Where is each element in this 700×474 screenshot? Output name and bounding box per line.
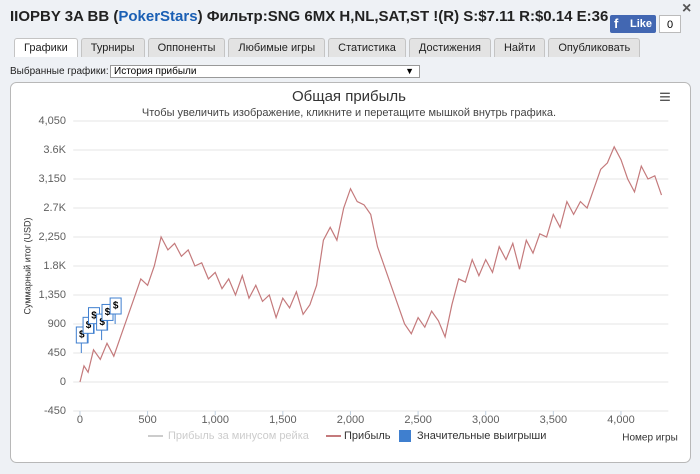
- flag-label: $: [105, 307, 111, 318]
- tab[interactable]: Достижения: [408, 38, 491, 57]
- legend-label: Прибыль: [344, 430, 391, 442]
- chart-subtitle: Чтобы увеличить изображение, кликните и …: [142, 107, 556, 119]
- selector-label: Выбранные графики:: [10, 66, 109, 77]
- y-tick-label: 4,050: [38, 115, 66, 127]
- flag-label: $: [113, 301, 119, 312]
- x-axis-title: Номер игры: [622, 433, 678, 444]
- tab-bar: Графики Турниры Оппоненты Любимые игры Стати…: [14, 38, 641, 57]
- x-tick-label: 2,000: [337, 414, 365, 426]
- like-button[interactable]: Like: [610, 15, 656, 33]
- tab[interactable]: Оппоненты: [147, 38, 226, 57]
- x-tick-label: 3,000: [472, 414, 500, 426]
- tab[interactable]: Любимые игры: [228, 38, 326, 57]
- flag-box: [75, 326, 88, 344]
- flag-label: $: [79, 330, 85, 341]
- y-tick-label: 450: [48, 347, 66, 359]
- x-tick-label: 4,000: [607, 414, 635, 426]
- tab[interactable]: Опубликовать: [548, 38, 641, 57]
- legend-label: Прибыль за минусом рейка: [168, 430, 310, 442]
- y-tick-label: 1,350: [38, 289, 66, 301]
- chart-title: Общая прибыль: [292, 88, 406, 105]
- x-tick-label: 1,500: [269, 414, 297, 426]
- legend-swatch: [399, 430, 411, 442]
- y-tick-label: 2.7K: [43, 202, 66, 214]
- dropdown[interactable]: История прибыли ▼: [110, 65, 420, 78]
- flag-label: $: [91, 310, 97, 321]
- y-tick-label: 0: [60, 376, 66, 388]
- y-tick-label: 3,150: [38, 173, 66, 185]
- x-tick-label: 2,500: [404, 414, 432, 426]
- tab[interactable]: Статистика: [328, 38, 406, 57]
- x-tick-label: 500: [138, 414, 156, 426]
- x-tick-label: 3,500: [540, 414, 568, 426]
- tab[interactable]: Турниры: [80, 38, 145, 57]
- chart-panel: [10, 82, 691, 463]
- flag-label: $: [86, 320, 92, 331]
- tab[interactable]: Найти: [493, 38, 546, 57]
- y-axis-title: Суммарный итог (USD): [22, 217, 32, 314]
- title-end: ) Фильтр:SNG 6MX H,NL,SAT,ST !(R) S:$7.1…: [197, 8, 609, 25]
- y-tick-label: 3.6K: [43, 144, 66, 156]
- flag-box: [109, 297, 122, 315]
- close-button[interactable]: ×: [682, 0, 692, 17]
- chart-menu[interactable]: ≡: [659, 86, 671, 108]
- title-start: IIOPBY 3A BB (: [10, 8, 119, 25]
- y-tick-label: 900: [48, 318, 66, 330]
- legend-label: Значительные выигрыши: [417, 430, 546, 442]
- flag-label: $: [99, 317, 105, 328]
- flag: $: [109, 297, 122, 324]
- x-tick-label: 1,000: [201, 414, 229, 426]
- x-tick-label: 0: [77, 414, 83, 426]
- series-line: [79, 145, 663, 383]
- dropdown-arrow: ▼: [405, 66, 414, 76]
- tab[interactable]: Графики: [14, 38, 78, 57]
- y-tick-label: 2,250: [38, 231, 66, 243]
- flag: $: [75, 326, 88, 353]
- y-tick-label: 1.8K: [43, 260, 66, 272]
- header-title: IIOPBY 3A BB (PokerStars) Фильтр:SNG 6MX…: [10, 8, 608, 25]
- site-link[interactable]: PokerStars: [118, 8, 198, 25]
- dropdown-value: История прибыли: [114, 66, 197, 77]
- like-count: 0: [659, 15, 681, 33]
- y-tick-label: -450: [44, 405, 66, 417]
